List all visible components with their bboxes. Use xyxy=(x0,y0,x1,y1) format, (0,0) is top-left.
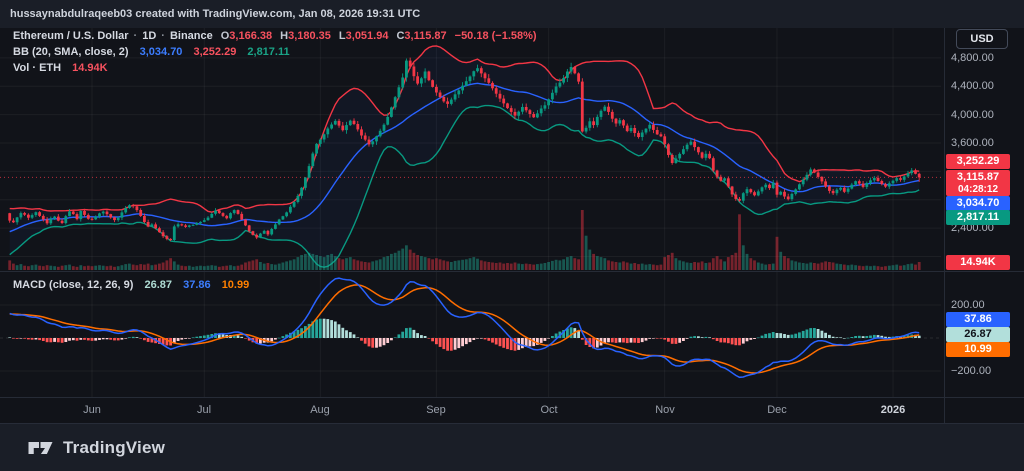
bb-basis-line xyxy=(9,82,920,233)
attribution-text: hussaynabdulraqeeb03 created with Tradin… xyxy=(10,8,421,20)
macd-title: MACD (close, 12, 26, 9) xyxy=(13,279,134,291)
low-value: 3,051.94 xyxy=(345,30,389,42)
close-label: C xyxy=(396,30,405,42)
interval-label: 1D xyxy=(142,30,157,42)
tradingview-logo-icon xyxy=(28,441,53,454)
symbol-legend[interactable]: Ethereum / U.S. Dollar · 1D · Binance O3,166.… xyxy=(13,30,537,43)
volume-value: 14.94K xyxy=(72,62,108,74)
macd-signal-line xyxy=(9,284,920,374)
tradingview-wordmark: TradingView xyxy=(63,437,166,457)
candles[interactable] xyxy=(8,57,921,242)
exchange-label: Binance xyxy=(169,30,213,42)
bb-title: BB (20, SMA, close, 2) xyxy=(13,46,129,58)
volume-title: Vol · ETH xyxy=(13,62,62,74)
bb-upper-line xyxy=(9,45,920,213)
macd-pane[interactable] xyxy=(8,277,921,379)
symbol-title: Ethereum / U.S. Dollar xyxy=(13,30,129,42)
bb-legend[interactable]: BB (20, SMA, close, 2) 3,034.70 3,252.29… xyxy=(13,46,290,59)
volume-pane[interactable] xyxy=(8,210,921,270)
pane-separators xyxy=(0,28,1024,423)
change-value: −50.18 (−1.58%) xyxy=(454,30,537,42)
high-value: 3,180.35 xyxy=(288,30,331,42)
open-label: O xyxy=(220,30,230,42)
separator-dot: · xyxy=(161,30,165,42)
volume-legend[interactable]: Vol · ETH 14.94K xyxy=(13,62,108,75)
currency-toggle-button[interactable]: USD xyxy=(956,29,1008,49)
macd-main-line xyxy=(9,277,920,379)
bb-lower-value: 2,817.11 xyxy=(247,46,290,58)
macd-signal-value: 10.99 xyxy=(221,279,250,291)
bb-upper-value: 3,252.29 xyxy=(193,46,237,58)
tradingview-logo[interactable]: TradingView xyxy=(27,437,165,459)
top-bar: hussaynabdulraqeeb03 created with Tradin… xyxy=(0,0,1024,28)
macd-hist-value: 26.87 xyxy=(144,279,173,291)
macd-line-value: 37.86 xyxy=(183,279,211,291)
open-value: 3,166.38 xyxy=(229,30,273,42)
bb-lower-line xyxy=(9,104,920,268)
bb-basis-value: 3,034.70 xyxy=(139,46,183,58)
bottom-bar: TradingView xyxy=(0,423,1024,471)
low-label: L xyxy=(338,30,346,42)
separator-dot: · xyxy=(133,30,138,42)
macd-legend[interactable]: MACD (close, 12, 26, 9) 26.87 37.86 10.9… xyxy=(13,279,249,292)
high-label: H xyxy=(280,30,289,42)
close-value: 3,115.87 xyxy=(404,30,447,42)
